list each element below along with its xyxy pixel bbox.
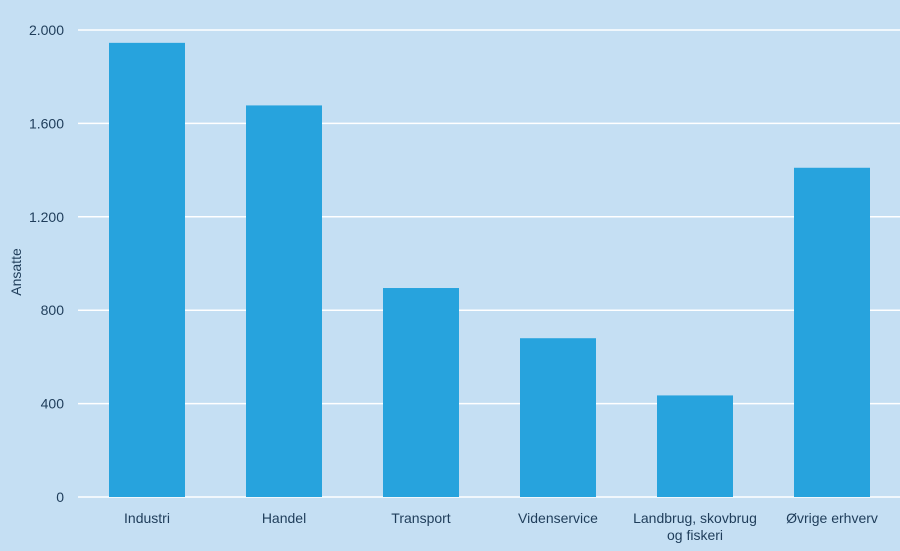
y-tick-label: 400	[41, 396, 65, 412]
bar	[109, 42, 185, 497]
y-axis-title: Ansatte	[8, 248, 24, 296]
y-tick-label: 1.600	[29, 115, 64, 131]
x-category-label: Landbrug, skovbrug og fiskeri	[633, 510, 757, 543]
x-category-label: Transport	[391, 510, 451, 526]
y-tick-label: 0	[56, 489, 64, 505]
bars	[109, 42, 870, 497]
y-tick-label: 800	[41, 302, 65, 318]
bar	[383, 288, 459, 497]
y-tick-label: 1.200	[29, 209, 64, 225]
y-tick-label: 2.000	[29, 22, 64, 38]
x-category-label: Øvrige erhverv	[786, 510, 878, 526]
bar	[246, 105, 322, 497]
gridlines	[78, 29, 900, 498]
x-category-label: Handel	[262, 510, 306, 526]
x-category-label: Videnservice	[518, 510, 598, 526]
bar	[794, 167, 870, 497]
x-category-label: Industri	[124, 510, 170, 526]
y-axis-ticks: 0 400 800 1.200 1.600 2.000	[29, 22, 64, 505]
bar	[657, 395, 733, 497]
bar	[520, 338, 596, 497]
x-axis-categories: Industri Handel Transport Videnservice Landb…	[124, 510, 878, 543]
